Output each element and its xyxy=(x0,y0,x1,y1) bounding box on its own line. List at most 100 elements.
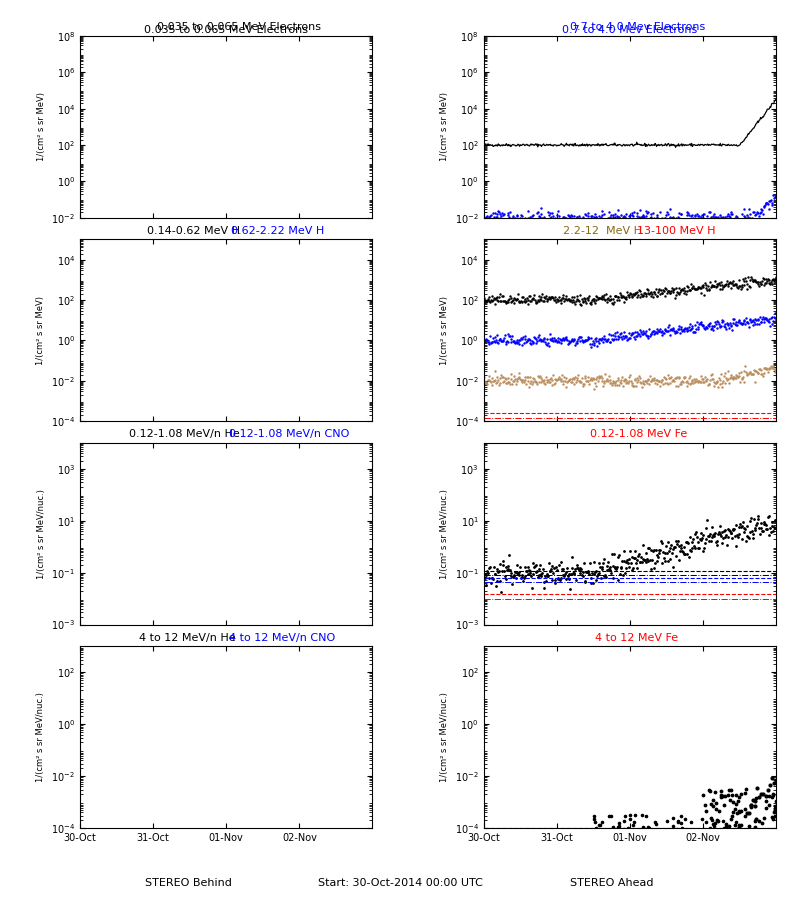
Point xyxy=(745,800,758,814)
Point xyxy=(770,773,782,788)
Text: STEREO Behind: STEREO Behind xyxy=(145,878,231,888)
Point xyxy=(595,814,608,829)
Point xyxy=(746,793,759,807)
Point xyxy=(711,823,724,837)
Point xyxy=(762,797,775,812)
Y-axis label: 1/(cm² s sr MeV): 1/(cm² s sr MeV) xyxy=(36,296,46,364)
Point xyxy=(725,783,738,797)
Point xyxy=(705,811,718,825)
Point xyxy=(642,820,655,834)
Point xyxy=(607,819,620,833)
Point xyxy=(590,821,602,835)
Point xyxy=(755,788,768,802)
Point xyxy=(730,825,742,840)
Point xyxy=(749,799,762,814)
Point xyxy=(685,815,698,830)
Y-axis label: 1/(cm² s sr MeV): 1/(cm² s sr MeV) xyxy=(37,93,46,161)
Point xyxy=(753,814,766,828)
Point xyxy=(758,811,770,825)
Point xyxy=(749,794,762,808)
Point xyxy=(757,787,770,801)
Point xyxy=(639,809,652,824)
Point xyxy=(710,824,723,838)
Text: 0.035 to 0.065 MeV Electrons: 0.035 to 0.065 MeV Electrons xyxy=(157,22,321,32)
Text: 13-100 MeV H: 13-100 MeV H xyxy=(638,226,716,236)
Point xyxy=(759,793,772,807)
Point xyxy=(749,794,762,808)
Point xyxy=(766,787,779,801)
Text: 4 to 12 MeV/n CNO: 4 to 12 MeV/n CNO xyxy=(229,633,335,643)
Point xyxy=(740,782,753,796)
Point xyxy=(745,797,758,812)
Point xyxy=(722,783,735,797)
Point xyxy=(619,808,632,823)
Point xyxy=(717,823,730,837)
Point xyxy=(614,823,626,837)
Point xyxy=(602,824,615,839)
Point xyxy=(766,788,779,802)
Point xyxy=(602,808,615,823)
Point xyxy=(759,800,772,814)
Point xyxy=(732,794,745,808)
Point xyxy=(730,796,742,811)
Point xyxy=(729,802,742,816)
Point xyxy=(713,804,726,818)
Point xyxy=(624,813,637,827)
Point xyxy=(766,809,778,824)
Point xyxy=(671,814,684,828)
Point xyxy=(674,809,687,824)
Y-axis label: 1/(cm² s sr MeV/nuc.): 1/(cm² s sr MeV/nuc.) xyxy=(440,489,449,579)
Point xyxy=(726,788,738,802)
Point xyxy=(762,788,775,803)
Point xyxy=(739,786,752,800)
Point xyxy=(769,799,782,814)
Point xyxy=(749,820,762,834)
Point xyxy=(768,805,781,819)
Point xyxy=(636,808,649,823)
Point xyxy=(679,812,692,826)
Point xyxy=(698,797,711,812)
Point xyxy=(769,802,782,816)
Point xyxy=(766,812,779,826)
Point xyxy=(709,796,722,811)
Point xyxy=(734,817,747,832)
Point xyxy=(770,794,782,808)
Point xyxy=(729,818,742,832)
Point xyxy=(702,783,715,797)
Point xyxy=(699,804,712,818)
Point xyxy=(594,817,606,832)
Point xyxy=(638,823,651,837)
Point xyxy=(717,789,730,804)
Point xyxy=(750,812,762,826)
Point xyxy=(627,817,640,832)
Point xyxy=(735,805,748,819)
Point xyxy=(705,797,718,812)
Point xyxy=(726,805,739,819)
Y-axis label: 1/(cm² s sr MeV/nuc.): 1/(cm² s sr MeV/nuc.) xyxy=(36,692,46,782)
Point xyxy=(733,804,746,818)
Point xyxy=(726,795,739,809)
Point xyxy=(733,819,746,833)
Point xyxy=(753,789,766,804)
Text: 4 to 12 MeV/n He: 4 to 12 MeV/n He xyxy=(139,633,236,643)
Point xyxy=(724,824,737,839)
Text: 0.62-2.22 MeV H: 0.62-2.22 MeV H xyxy=(231,226,325,236)
Point xyxy=(720,816,733,831)
Point xyxy=(740,806,753,821)
Point xyxy=(708,815,721,830)
Point xyxy=(731,806,744,820)
Point xyxy=(732,789,745,804)
Point xyxy=(730,815,742,830)
Point xyxy=(722,818,735,832)
Point xyxy=(661,814,674,828)
Point xyxy=(733,818,746,832)
Point xyxy=(618,822,630,836)
Y-axis label: 1/(cm² s sr MeV): 1/(cm² s sr MeV) xyxy=(440,93,450,161)
Point xyxy=(671,823,684,837)
Point xyxy=(715,789,728,804)
Point xyxy=(666,819,679,833)
Point xyxy=(589,814,602,829)
Point xyxy=(755,815,768,830)
Text: 0.14-0.62 MeV H: 0.14-0.62 MeV H xyxy=(147,226,240,236)
Point xyxy=(627,815,640,830)
